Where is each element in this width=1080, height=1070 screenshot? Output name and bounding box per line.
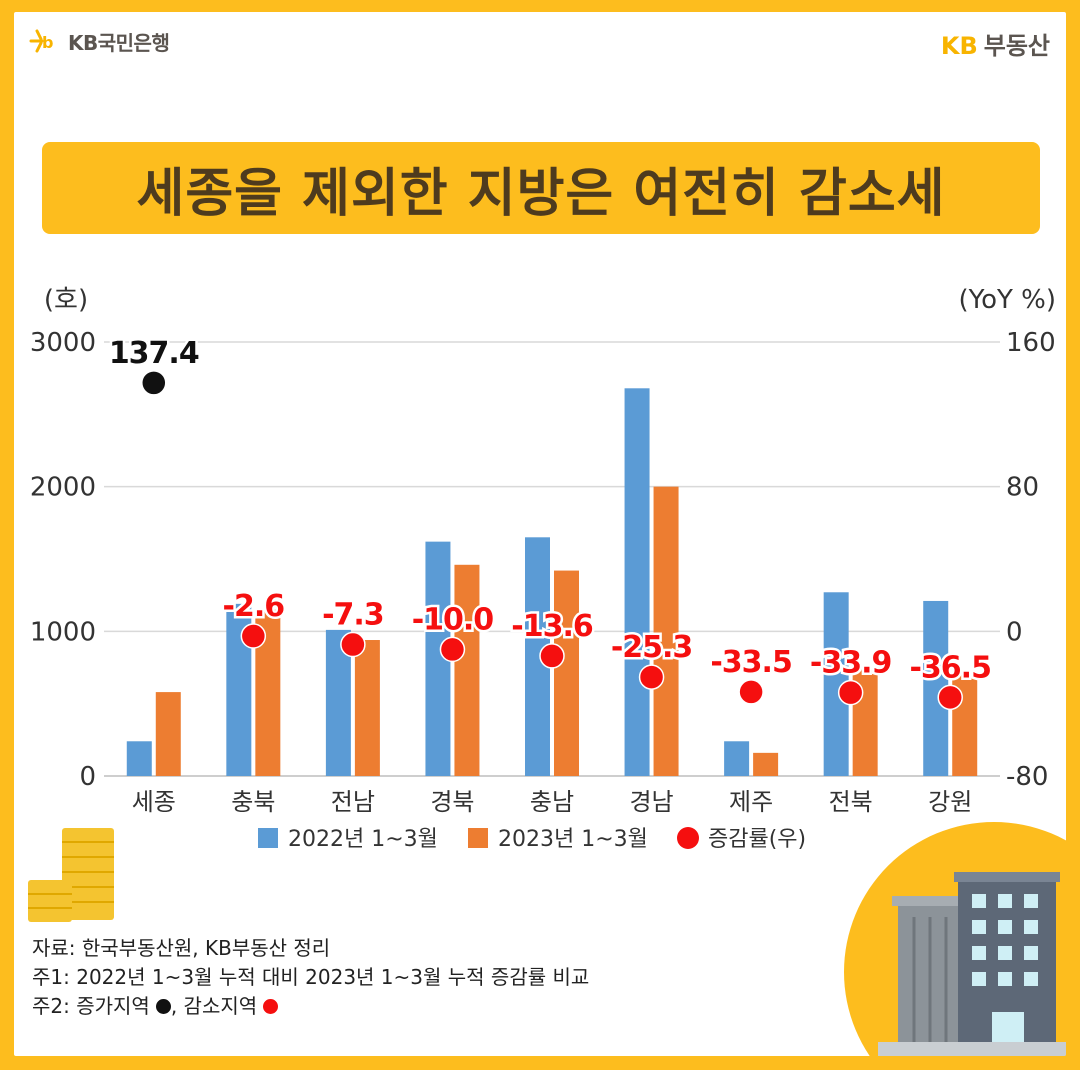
category-label: 충남: [530, 788, 574, 816]
note-1: 주1: 2022년 1~3월 누적 대비 2023년 1~3월 누적 증감률 비…: [32, 965, 590, 989]
category-label: 경북: [430, 788, 474, 816]
yoy-dot: [439, 636, 466, 663]
yoy-data-label: -36.5: [909, 650, 990, 685]
left-tick-label: 3000: [30, 328, 96, 358]
bar-2022: [126, 741, 152, 776]
yoy-data-label: -13.6: [511, 609, 593, 644]
note-2-decrease-label: , 감소지역: [170, 994, 258, 1018]
legend-yoy-label: 증감률(우): [708, 827, 806, 852]
increase-dot-icon: [155, 999, 171, 1014]
yoy-dot: [340, 631, 366, 658]
kb-realestate-logo: KB 부동산: [941, 26, 1050, 61]
right-tick-label: 160: [1006, 328, 1056, 358]
kb-logo-mark: KB: [940, 32, 978, 60]
bar-2023: [354, 640, 380, 776]
category-label: 강원: [928, 788, 972, 816]
kb-kookmin-logo: b KB국민은행: [28, 26, 170, 56]
page-title: 세종을 제외한 지방은 여전히 감소세: [136, 163, 946, 224]
yoy-dot: [638, 664, 665, 690]
right-tick-label: 0: [1006, 617, 1023, 647]
bar-2022: [724, 741, 750, 776]
bar-2023: [155, 692, 181, 776]
yoy-data-label: -33.5: [710, 645, 791, 680]
yoy-data-label: 137.4: [109, 336, 199, 371]
legend-2023-swatch: [468, 828, 488, 848]
yoy-dot: [141, 370, 167, 396]
bar-2023: [554, 570, 579, 776]
right-tick-label: -80: [1006, 762, 1048, 792]
right-tick-label: 80: [1006, 473, 1039, 503]
bar-2023: [653, 486, 679, 776]
category-label: 세종: [132, 788, 176, 816]
yoy-dot: [937, 684, 963, 711]
bar-2023: [753, 752, 779, 776]
yoy-dot: [738, 679, 764, 705]
note-2: 주2: 증가지역 , 감소지역: [32, 992, 589, 1021]
yoy-data-label: -7.3: [322, 598, 384, 633]
yoy-data-label: -10.0: [412, 602, 494, 637]
bar-2023: [454, 564, 480, 776]
note-2-increase-label: 주2: 증가지역: [32, 994, 150, 1018]
source-note: 자료: 한국부동산원, KB부동산 정리: [32, 936, 331, 960]
yoy-data-label: -2.6: [223, 589, 285, 624]
building-icon: [844, 822, 1066, 1056]
kb-logo-label: 부동산: [983, 32, 1050, 60]
category-label: 전북: [829, 788, 873, 816]
category-label: 제주: [729, 788, 773, 816]
category-label: 충북: [231, 788, 275, 816]
svg-text:b: b: [42, 33, 53, 52]
yoy-data-label: -25.3: [611, 630, 692, 665]
kb-star-icon: b: [29, 29, 53, 53]
yoy-dot: [539, 643, 565, 669]
coin-stack-icon: [28, 828, 114, 922]
decrease-dot-icon: [263, 999, 279, 1014]
left-tick-label: 0: [79, 762, 96, 792]
infographic-card: b KB국민은행 KB 부동산 세종을 제외한 지방은 여전히 감소세: [14, 12, 1066, 1056]
kb-kookmin-logo-text: KB국민은행: [68, 30, 170, 55]
left-axis-unit: (호): [44, 285, 88, 315]
legend-2022-label: 2022년 1~3월: [288, 827, 438, 852]
yoy-dot: [837, 679, 864, 706]
legend-2022-swatch: [258, 828, 278, 848]
yoy-data-label: -33.9: [810, 646, 891, 681]
right-axis-unit: (YoY %): [959, 285, 1056, 315]
combo-chart: 3000 160 2000 80 1000 0 0 -80 (호) (YoY %) 세종 충북 전남 경북…: [28, 285, 1066, 1056]
title-banner: 세종을 제외한 지방은 여전히 감소세: [42, 142, 1040, 234]
left-tick-label: 1000: [30, 617, 96, 647]
footnotes: 자료: 한국부동산원, KB부동산 정리 주1: 2022년 1~3월 누적 대…: [32, 934, 589, 1021]
bar-2022: [624, 388, 650, 776]
legend-yoy-swatch: [677, 827, 699, 849]
yoy-dot: [240, 623, 267, 649]
legend-2023-label: 2023년 1~3월: [498, 827, 648, 852]
left-tick-label: 2000: [30, 473, 96, 503]
category-label: 경남: [629, 788, 673, 816]
category-label: 전남: [331, 788, 375, 816]
